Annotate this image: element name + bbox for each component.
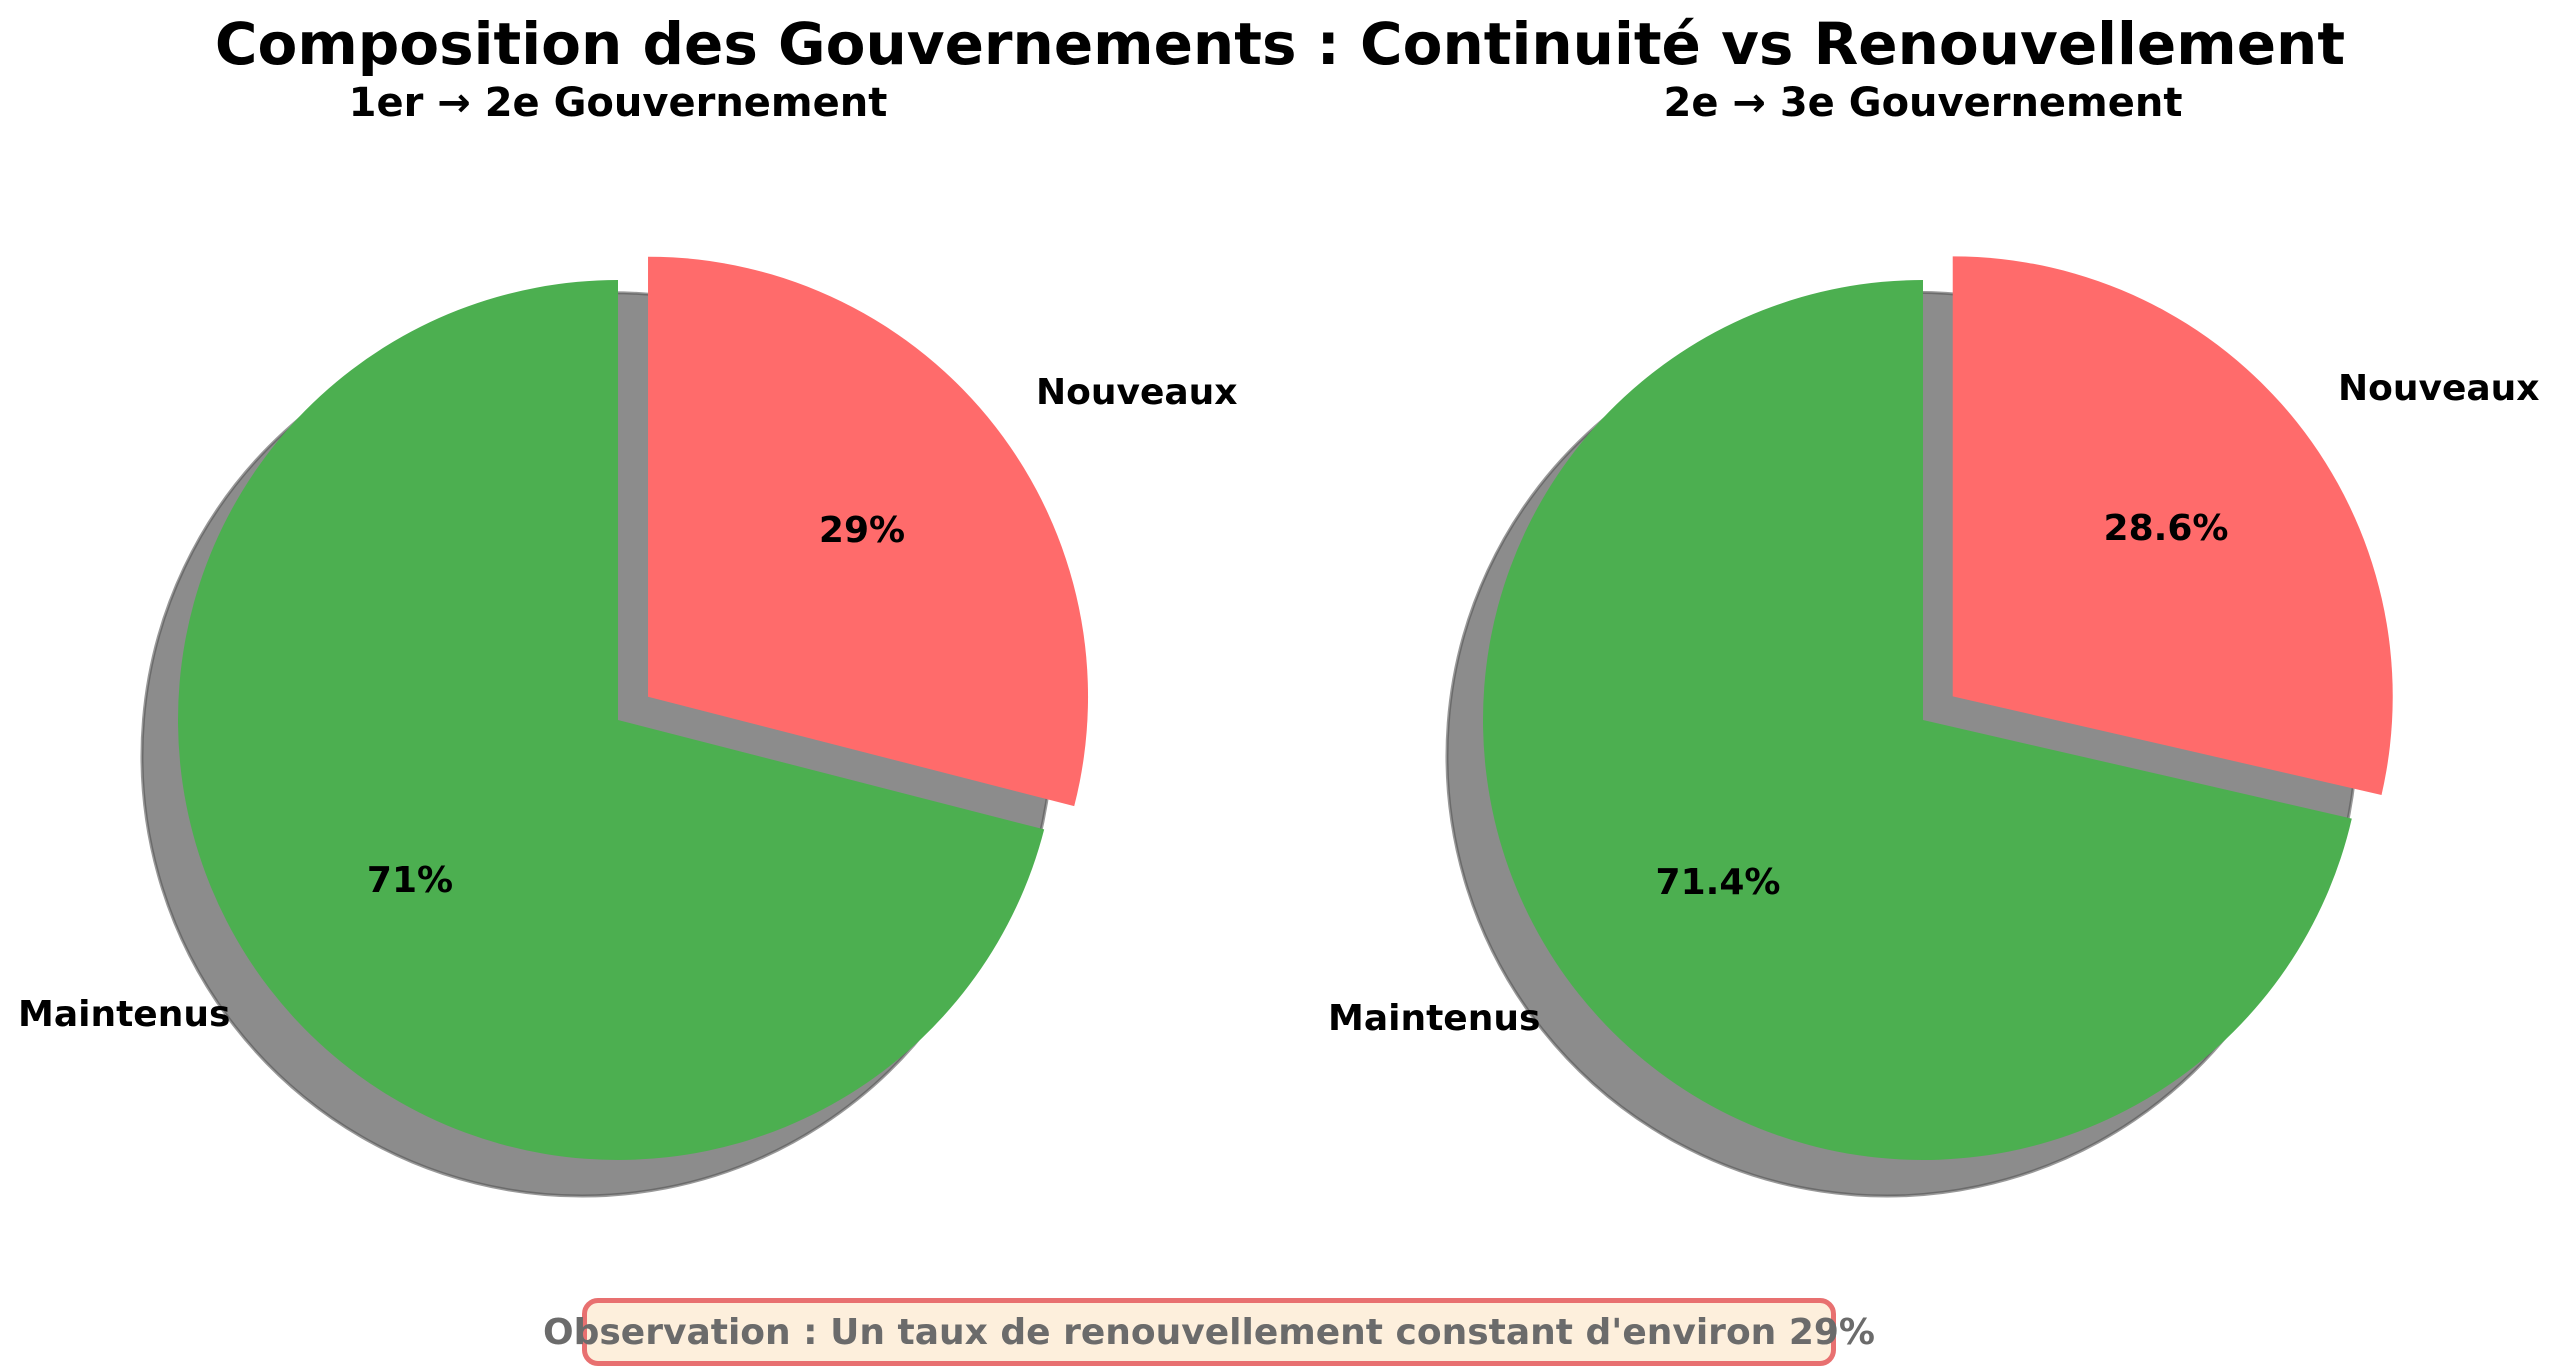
pie-chart-2: 2e → 3e Gouvernement Nouveaux Maintenus …: [1328, 80, 2540, 1198]
pie-1-label-nouveaux: Nouveaux: [1036, 372, 1238, 413]
pie-2-label-nouveaux: Nouveaux: [2338, 368, 2540, 409]
pie-1-label-maintenus: Maintenus: [18, 994, 230, 1035]
pie-2-slice-maintenus: [1482, 279, 2352, 1160]
pie-2-pct-maintenus: 71.4%: [1656, 862, 1781, 903]
pie-2-slice-nouveaux: [1952, 256, 2393, 796]
chart-title: Composition des Gouvernements : Continui…: [215, 10, 2345, 78]
observation-note: Observation : Un taux de renouvellement …: [543, 1298, 1875, 1366]
pie-1-slice-nouveaux: [648, 256, 1089, 807]
pie-1-pct-maintenus: 71%: [367, 860, 453, 901]
pie-1-slice-maintenus: [178, 280, 1045, 1160]
pie-chart-1: 1er → 2e Gouvernement Nouveaux Maintenus…: [18, 80, 1238, 1198]
pie-2-title: 2e → 3e Gouvernement: [1664, 80, 2183, 126]
pie-1-title: 1er → 2e Gouvernement: [349, 80, 888, 126]
pie-2-slices: [1445, 256, 2393, 1198]
pie-1-pct-nouveaux: 29%: [819, 510, 905, 551]
pie-1-slices: [140, 256, 1089, 1198]
pie-2-pct-nouveaux: 28.6%: [2104, 508, 2229, 549]
pie-2-label-maintenus: Maintenus: [1328, 998, 1540, 1039]
